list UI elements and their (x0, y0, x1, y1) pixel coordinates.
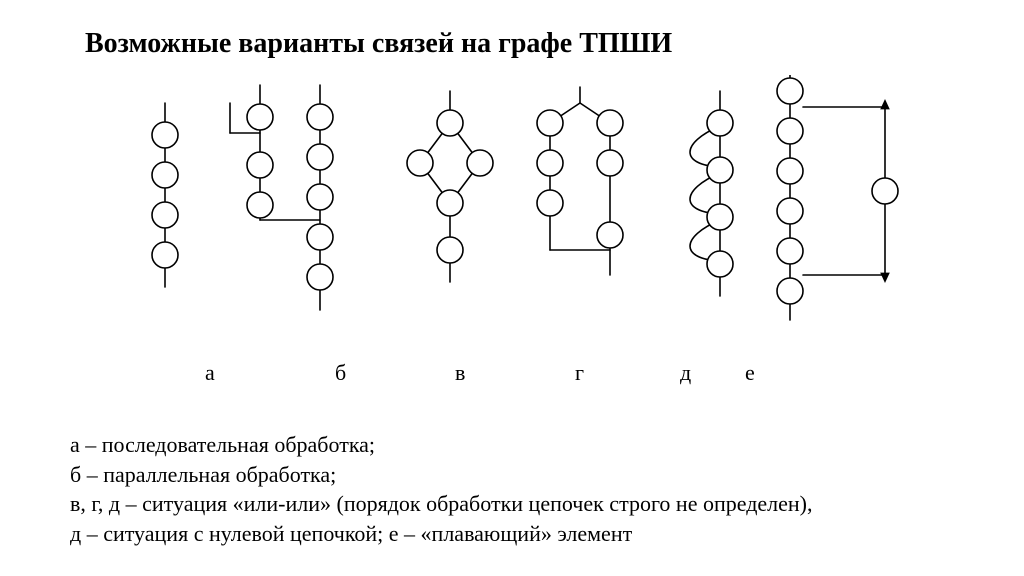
group-labels-row: а б в г д е (0, 360, 1024, 390)
label-a: а (205, 360, 215, 386)
legend-line-4: д – ситуация с нулевой цепочкой; е – «пл… (70, 519, 813, 549)
page-title: Возможные варианты связей на графе ТПШИ (85, 28, 672, 60)
diagram-area (90, 75, 970, 365)
legend-block: а – последовательная обработка; б – пара… (70, 430, 813, 549)
label-g: г (575, 360, 584, 386)
label-d: д (680, 360, 691, 386)
legend-line-1: а – последовательная обработка; (70, 430, 813, 460)
label-b: б (335, 360, 346, 386)
legend-line-2: б – параллельная обработка; (70, 460, 813, 490)
legend-line-3: в, г, д – ситуация «или-или» (порядок об… (70, 489, 813, 519)
label-e: е (745, 360, 755, 386)
label-v: в (455, 360, 465, 386)
